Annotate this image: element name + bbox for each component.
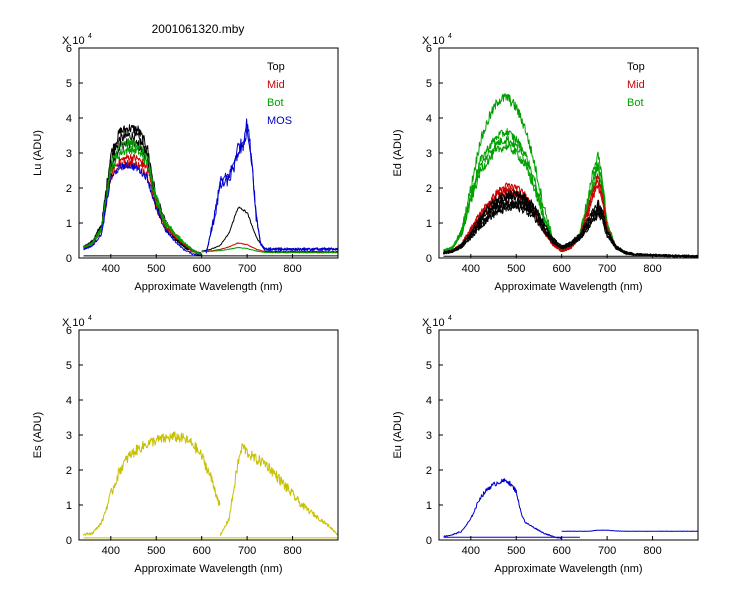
y-axis-label: Eu (ADU) <box>392 411 404 458</box>
x-tick-label: 500 <box>147 263 165 275</box>
series-line-3-2 <box>83 138 203 256</box>
y-axis-label: Ed (ADU) <box>392 129 404 176</box>
legend-entry-mos: MOS <box>267 115 292 127</box>
y-multiplier: X 10 <box>422 35 445 47</box>
x-tick-label: 400 <box>102 263 120 275</box>
y-tick-label: 6 <box>426 43 432 55</box>
series-line-1 <box>83 431 221 536</box>
y-tick-label: 3 <box>426 430 432 442</box>
y-tick-label: 5 <box>426 78 432 90</box>
y-tick-label: 0 <box>426 253 432 265</box>
legend-entry-top: Top <box>267 61 285 73</box>
y-tick-label: 0 <box>426 535 432 547</box>
legend-entry-bot: Bot <box>627 97 644 109</box>
series-line-2 <box>561 529 698 532</box>
series-line-4 <box>83 162 202 257</box>
y-tick-label: 1 <box>426 218 432 230</box>
plot-frame <box>78 329 339 541</box>
x-axis-label: Approximate Wavelength (nm) <box>494 563 642 575</box>
legend-entry-bot: Bot <box>267 97 284 109</box>
legend-entry-mid: Mid <box>627 79 645 91</box>
y-tick-label: 6 <box>66 43 72 55</box>
y-multiplier-exponent: 4 <box>448 315 452 322</box>
x-tick-label: 400 <box>462 263 480 275</box>
x-tick-label: 700 <box>598 263 616 275</box>
y-multiplier: X 10 <box>62 35 85 47</box>
y-axis-label: Lu (ADU) <box>32 130 44 176</box>
legend-entry-top: Top <box>627 61 645 73</box>
y-tick-label: 5 <box>66 360 72 372</box>
series-line-1 <box>443 478 562 539</box>
series-line-8-1 <box>205 126 338 254</box>
x-tick-label: 700 <box>238 263 256 275</box>
y-multiplier: X 10 <box>422 317 445 329</box>
y-tick-label: 0 <box>66 535 72 547</box>
x-tick-label: 800 <box>283 263 301 275</box>
y-tick-label: 6 <box>426 325 432 337</box>
y-multiplier: X 10 <box>62 317 85 329</box>
y-tick-label: 2 <box>426 465 432 477</box>
x-axis-label: Approximate Wavelength (nm) <box>494 281 642 293</box>
y-tick-label: 5 <box>426 360 432 372</box>
x-tick-label: 800 <box>643 545 661 557</box>
series-line-6 <box>201 242 338 253</box>
y-tick-label: 4 <box>66 395 72 407</box>
y-tick-label: 5 <box>66 78 72 90</box>
series-line-2-1 <box>83 159 202 256</box>
y-tick-label: 1 <box>426 500 432 512</box>
x-tick-label: 500 <box>147 545 165 557</box>
x-axis-label: Approximate Wavelength (nm) <box>134 563 282 575</box>
y-tick-label: 1 <box>66 218 72 230</box>
x-tick-label: 600 <box>553 263 571 275</box>
x-tick-label: 400 <box>462 545 480 557</box>
x-tick-label: 800 <box>643 263 661 275</box>
y-tick-label: 0 <box>66 253 72 265</box>
plot-frame <box>438 329 699 541</box>
series-line-8-2 <box>205 118 338 253</box>
legend-entry-mid: Mid <box>267 79 285 91</box>
x-tick-label: 600 <box>193 263 211 275</box>
y-tick-label: 3 <box>66 148 72 160</box>
series-line-2 <box>219 443 338 536</box>
x-tick-label: 400 <box>102 545 120 557</box>
x-tick-label: 700 <box>238 545 256 557</box>
x-tick-label: 500 <box>507 263 525 275</box>
y-axis-label: Es (ADU) <box>32 412 44 458</box>
y-multiplier-exponent: 4 <box>448 33 452 40</box>
x-tick-label: 500 <box>507 545 525 557</box>
x-tick-label: 800 <box>283 545 301 557</box>
figure-title: 2001061320.mby <box>152 22 245 36</box>
series-line-5 <box>201 206 338 253</box>
y-tick-label: 2 <box>66 183 72 195</box>
y-tick-label: 4 <box>66 113 72 125</box>
series-line-1 <box>443 93 635 256</box>
y-multiplier-exponent: 4 <box>88 315 92 322</box>
x-tick-label: 600 <box>553 545 571 557</box>
x-tick-label: 700 <box>598 545 616 557</box>
y-tick-label: 4 <box>426 395 432 407</box>
y-tick-label: 3 <box>66 430 72 442</box>
y-tick-label: 2 <box>426 183 432 195</box>
y-tick-label: 1 <box>66 500 72 512</box>
x-tick-label: 600 <box>193 545 211 557</box>
series-line-2-3 <box>443 128 635 256</box>
y-tick-label: 4 <box>426 113 432 125</box>
y-multiplier-exponent: 4 <box>88 33 92 40</box>
y-tick-label: 2 <box>66 465 72 477</box>
series-line-4-5 <box>443 189 698 258</box>
y-tick-label: 3 <box>426 148 432 160</box>
series-line-7 <box>201 246 338 254</box>
y-tick-label: 6 <box>66 325 72 337</box>
x-axis-label: Approximate Wavelength (nm) <box>134 281 282 293</box>
